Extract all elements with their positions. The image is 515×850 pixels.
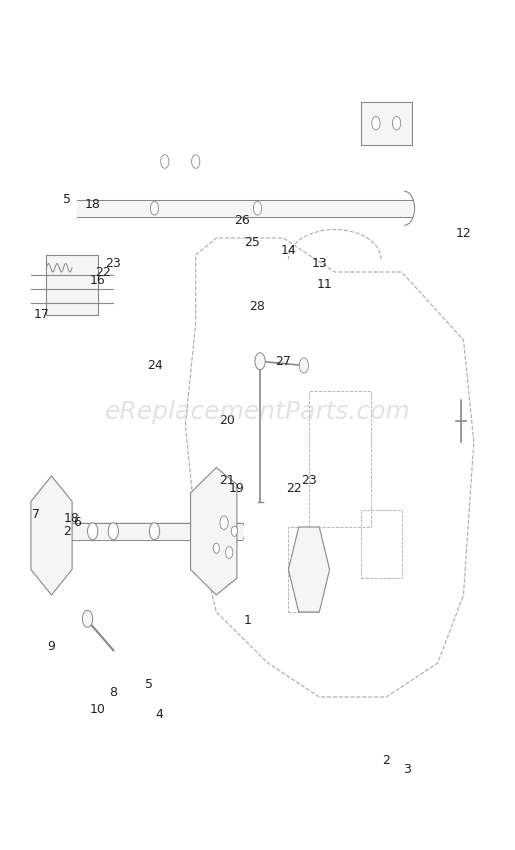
Text: 26: 26: [234, 214, 250, 228]
Text: 24: 24: [147, 359, 162, 372]
Text: 11: 11: [317, 278, 332, 292]
Text: 12: 12: [456, 227, 471, 241]
Circle shape: [299, 358, 308, 373]
Text: 9: 9: [47, 639, 56, 653]
Text: 19: 19: [229, 482, 245, 496]
Text: 2: 2: [63, 524, 71, 538]
Text: 18: 18: [64, 512, 80, 525]
Text: 22: 22: [286, 482, 301, 496]
Text: 20: 20: [219, 414, 234, 428]
Polygon shape: [288, 527, 330, 612]
Polygon shape: [31, 476, 72, 595]
Circle shape: [255, 353, 265, 370]
Circle shape: [149, 523, 160, 540]
Circle shape: [108, 523, 118, 540]
Circle shape: [161, 155, 169, 168]
Circle shape: [150, 201, 159, 215]
Circle shape: [231, 526, 237, 536]
Circle shape: [213, 543, 219, 553]
Text: 8: 8: [109, 686, 117, 700]
Circle shape: [226, 547, 233, 558]
Polygon shape: [46, 255, 98, 314]
Text: 2: 2: [382, 754, 390, 768]
Circle shape: [372, 116, 380, 130]
Text: 5: 5: [145, 677, 153, 691]
Text: 14: 14: [281, 244, 296, 258]
Text: 21: 21: [219, 473, 234, 487]
Text: 1: 1: [243, 614, 251, 627]
Text: 23: 23: [301, 473, 317, 487]
Circle shape: [88, 523, 98, 540]
Text: 25: 25: [245, 235, 260, 249]
Circle shape: [253, 201, 262, 215]
Text: 7: 7: [32, 507, 40, 521]
Text: 16: 16: [90, 274, 106, 287]
Text: eReplacementParts.com: eReplacementParts.com: [105, 400, 410, 424]
Polygon shape: [360, 102, 412, 144]
Text: 17: 17: [33, 308, 49, 321]
Text: 13: 13: [312, 257, 327, 270]
Polygon shape: [191, 468, 237, 595]
Circle shape: [220, 516, 228, 530]
Text: 10: 10: [90, 703, 106, 717]
Text: 27: 27: [276, 354, 291, 368]
Text: 5: 5: [63, 193, 71, 207]
Circle shape: [192, 155, 200, 168]
Text: 4: 4: [156, 707, 164, 721]
Circle shape: [392, 116, 401, 130]
Text: 3: 3: [403, 762, 411, 776]
Text: 28: 28: [250, 299, 265, 313]
Text: 6: 6: [73, 516, 81, 530]
Circle shape: [82, 610, 93, 627]
Text: 22: 22: [95, 265, 111, 279]
Text: 23: 23: [106, 257, 121, 270]
Text: 18: 18: [85, 197, 100, 211]
